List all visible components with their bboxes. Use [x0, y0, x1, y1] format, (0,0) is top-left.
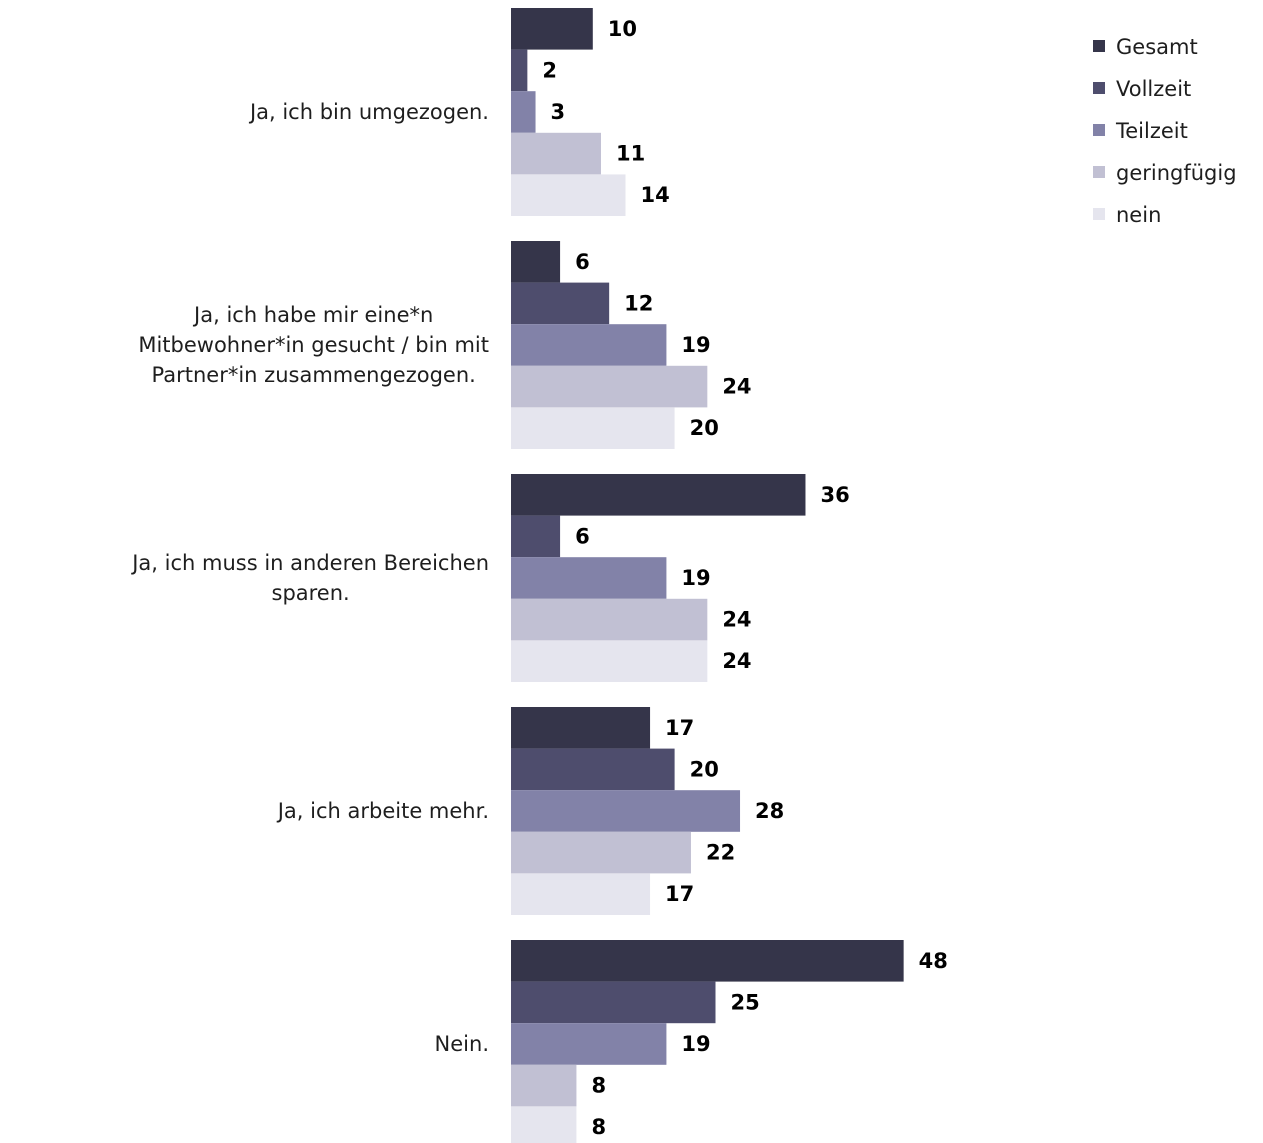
value-label-geringfügig-3: 24 — [722, 608, 751, 632]
value-label-vollzeit-2: 12 — [624, 291, 653, 315]
value-label-gesamt-1: 10 — [608, 17, 637, 41]
category-label-5: Nein. — [435, 1032, 489, 1056]
value-label-gesamt-4: 17 — [665, 716, 694, 740]
category-label-1: Ja, ich bin umgezogen. — [248, 100, 489, 124]
bar-nein-2 — [511, 407, 675, 449]
category-label-4: Ja, ich arbeite mehr. — [276, 799, 489, 823]
value-label-gesamt-5: 48 — [919, 949, 948, 973]
bar-geringfügig-3 — [511, 598, 708, 641]
bar-teilzeit-1 — [511, 91, 536, 133]
bar-vollzeit-2 — [511, 282, 610, 325]
bar-geringfügig-1 — [511, 132, 601, 175]
value-label-nein-3: 24 — [722, 649, 751, 673]
legend-label-vollzeit: Vollzeit — [1116, 77, 1191, 101]
legend-swatch-geringfügig — [1093, 166, 1105, 178]
bar-gesamt-1 — [511, 8, 593, 50]
value-label-gesamt-2: 6 — [575, 250, 590, 274]
bar-gesamt-3 — [511, 474, 806, 516]
bar-nein-3 — [511, 640, 708, 682]
bar-nein-5 — [511, 1106, 577, 1143]
value-label-vollzeit-1: 2 — [542, 58, 557, 82]
bar-vollzeit-5 — [511, 981, 716, 1024]
value-label-nein-1: 14 — [641, 183, 670, 207]
legend-swatch-teilzeit — [1093, 124, 1105, 136]
bars — [511, 8, 904, 1143]
value-label-geringfügig-5: 8 — [591, 1074, 606, 1098]
bar-geringfügig-2 — [511, 365, 708, 408]
bar-nein-4 — [511, 873, 651, 915]
bar-teilzeit-5 — [511, 1023, 667, 1065]
value-labels: 1023111461219242036619242417202822174825… — [542, 17, 948, 1139]
value-label-nein-5: 8 — [591, 1115, 606, 1139]
bar-vollzeit-3 — [511, 515, 561, 558]
value-label-vollzeit-4: 20 — [690, 757, 719, 781]
bar-teilzeit-3 — [511, 557, 667, 599]
legend-swatch-nein — [1093, 208, 1105, 220]
value-label-teilzeit-1: 3 — [551, 100, 566, 124]
category-labels: Ja, ich bin umgezogen. Ja, ich habe mir e… — [130, 100, 489, 1056]
bar-gesamt-2 — [511, 241, 561, 283]
value-label-vollzeit-3: 6 — [575, 524, 590, 548]
bar-vollzeit-1 — [511, 49, 528, 92]
legend-label-geringfügig: geringfügig — [1116, 161, 1237, 185]
value-label-vollzeit-5: 25 — [731, 990, 760, 1014]
bar-gesamt-4 — [511, 707, 651, 749]
value-label-geringfügig-2: 24 — [722, 375, 751, 399]
bar-teilzeit-2 — [511, 324, 667, 366]
value-label-teilzeit-2: 19 — [681, 333, 710, 357]
bar-geringfügig-5 — [511, 1064, 577, 1107]
value-label-teilzeit-5: 19 — [681, 1032, 710, 1056]
bar-geringfügig-4 — [511, 831, 691, 874]
category-label-3: Ja, ich muss in anderen Bereichen sparen. — [130, 551, 489, 605]
value-label-nein-4: 17 — [665, 882, 694, 906]
bar-nein-1 — [511, 174, 626, 216]
legend: Gesamt Vollzeit Teilzeit geringfügig nein — [1093, 35, 1237, 227]
value-label-teilzeit-4: 28 — [755, 799, 784, 823]
legend-label-gesamt: Gesamt — [1116, 35, 1198, 59]
value-label-geringfügig-1: 11 — [616, 142, 645, 166]
category-label-2: Ja, ich habe mir eine*n Mitbewohner*in ge… — [138, 303, 489, 387]
value-label-geringfügig-4: 22 — [706, 841, 735, 865]
legend-label-nein: nein — [1116, 203, 1161, 227]
value-label-gesamt-3: 36 — [820, 483, 849, 507]
bar-gesamt-5 — [511, 940, 904, 982]
value-label-nein-2: 20 — [690, 416, 719, 440]
value-label-teilzeit-3: 19 — [681, 566, 710, 590]
legend-label-teilzeit: Teilzeit — [1115, 119, 1188, 143]
legend-swatch-vollzeit — [1093, 82, 1105, 94]
legend-swatch-gesamt — [1093, 40, 1105, 52]
bar-teilzeit-4 — [511, 790, 741, 832]
bar-vollzeit-4 — [511, 748, 675, 791]
